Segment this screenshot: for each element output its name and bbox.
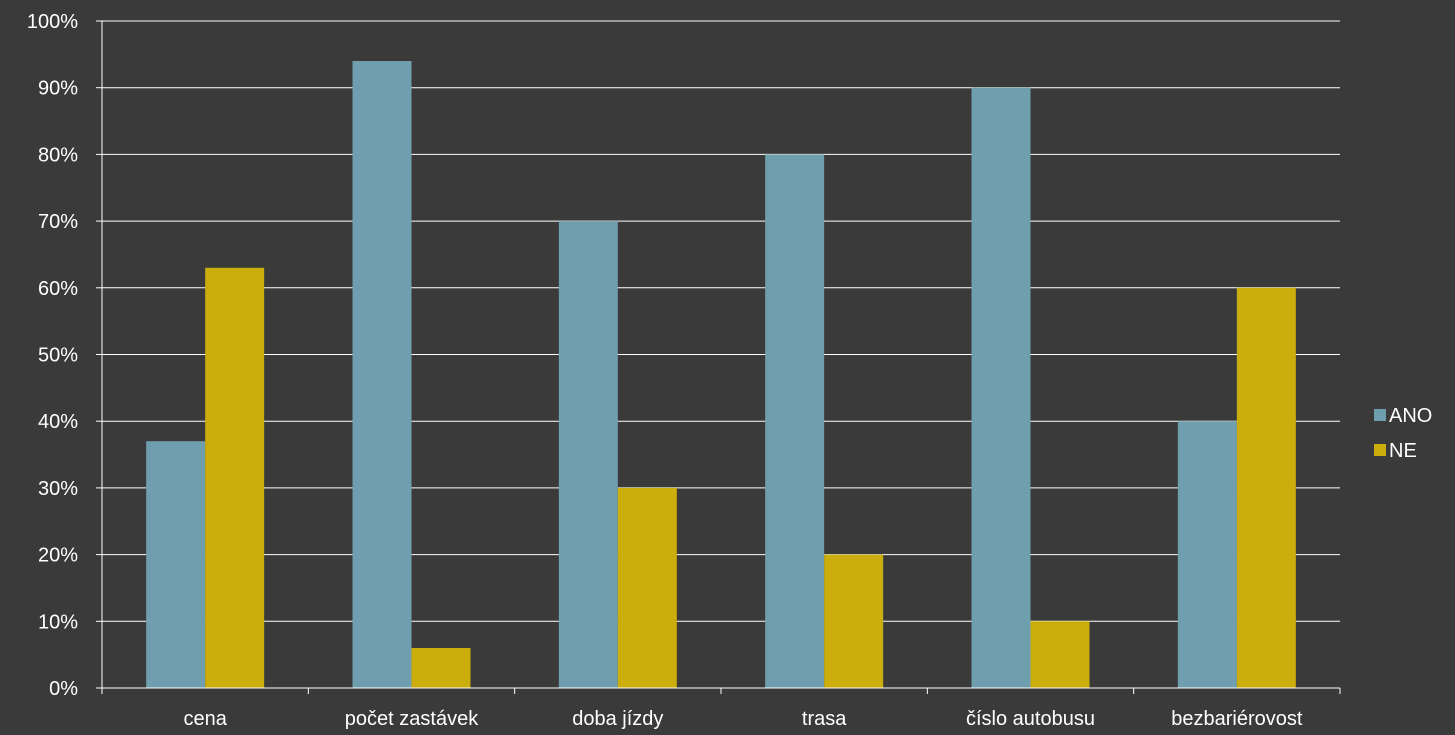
bar-ano-4 xyxy=(971,87,1031,688)
x-category-label: doba jízdy xyxy=(572,708,663,730)
y-tick-label: 80% xyxy=(38,144,78,166)
bar-ne-1 xyxy=(411,647,471,688)
bar-ano-2 xyxy=(558,221,618,688)
x-axis-tick-labels: cena počet zastávek doba jízdy trasa číslo a… xyxy=(183,708,1302,730)
x-category-label: bezbariérovost xyxy=(1171,708,1303,730)
y-tick-label: 10% xyxy=(38,611,78,633)
bar-ne-4 xyxy=(1030,621,1090,688)
x-category-label: trasa xyxy=(802,708,847,730)
bar-ano-3 xyxy=(765,154,825,688)
bar-ano-0 xyxy=(146,441,206,688)
legend-swatch-ano xyxy=(1374,409,1386,421)
gridlines xyxy=(96,20,1340,689)
bars xyxy=(146,61,1296,688)
legend-swatch-ne xyxy=(1374,444,1386,456)
bar-ne-5 xyxy=(1236,287,1296,688)
legend-label-ano: ANO xyxy=(1389,405,1432,427)
bar-ano-5 xyxy=(1177,421,1237,688)
y-tick-label: 30% xyxy=(38,478,78,500)
y-tick-label: 100% xyxy=(27,11,78,33)
x-category-label: číslo autobusu xyxy=(966,708,1095,730)
x-category-label: počet zastávek xyxy=(345,708,479,730)
legend-label-ne: NE xyxy=(1389,440,1417,462)
y-axis-tick-labels: 0% 10% 20% 30% 40% 50% 60% 70% 80% 90% 100% xyxy=(27,11,78,700)
axes xyxy=(101,21,1341,694)
y-tick-label: 60% xyxy=(38,278,78,300)
y-tick-label: 40% xyxy=(38,411,78,433)
x-category-label: cena xyxy=(183,708,227,730)
bar-ano-1 xyxy=(352,61,412,688)
y-tick-label: 20% xyxy=(38,545,78,567)
y-tick-label: 0% xyxy=(49,678,78,700)
bar-ne-0 xyxy=(205,267,265,688)
y-tick-label: 50% xyxy=(38,345,78,367)
y-tick-label: 70% xyxy=(38,211,78,233)
bar-ne-3 xyxy=(824,554,884,688)
legend: ANO NE xyxy=(1374,405,1432,462)
bar-ne-2 xyxy=(617,487,677,688)
y-tick-label: 90% xyxy=(38,78,78,100)
